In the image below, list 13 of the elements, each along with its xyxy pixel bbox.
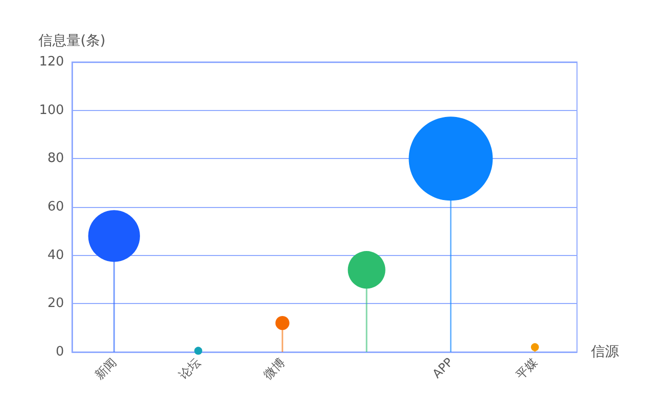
x-axis-title: 信源 (591, 344, 619, 360)
x-tick-label: 微博 (260, 355, 288, 382)
y-tick-label: 120 (39, 54, 64, 70)
y-tick-label: 20 (47, 296, 64, 312)
y-axis-title: 信息量(条) (38, 33, 106, 49)
x-tick-label: 平媒 (512, 355, 540, 382)
x-tick-label: 新闻 (92, 355, 120, 382)
y-tick-label: 40 (47, 248, 64, 263)
y-tick-label: 0 (56, 344, 64, 360)
y-tick-label: 60 (47, 200, 64, 214)
y-tick-label: 80 (47, 151, 64, 166)
y-tick-label: 100 (39, 102, 64, 118)
x-tick-label: 论坛 (176, 355, 204, 382)
